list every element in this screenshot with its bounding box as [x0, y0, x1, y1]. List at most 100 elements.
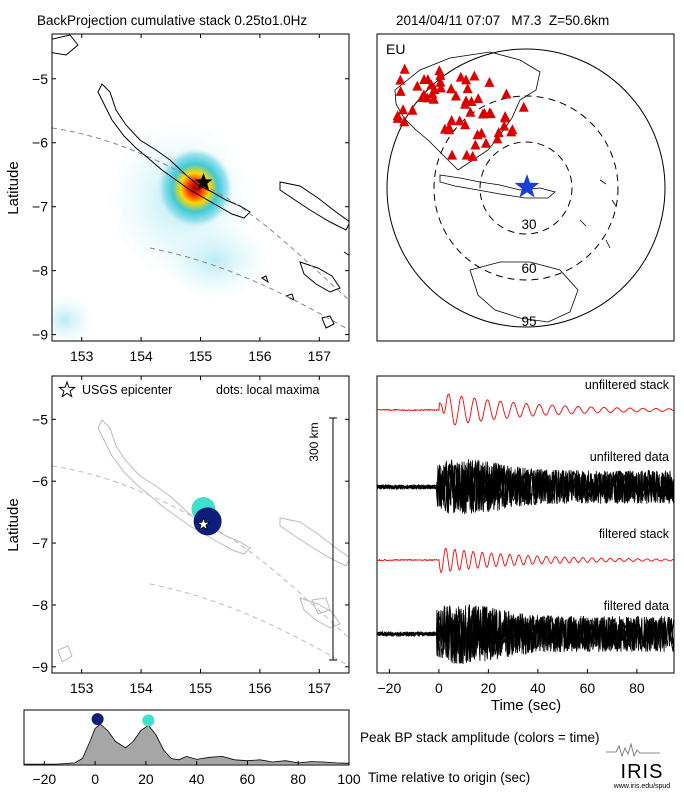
coastline3-isabel	[299, 597, 341, 629]
station-triangle	[461, 149, 472, 160]
peak-caption: Peak BP stack amplitude (colors = time)	[360, 730, 599, 745]
station-triangle	[499, 120, 510, 131]
ring-30	[479, 141, 573, 235]
peak-xtick-label: 0	[91, 771, 99, 787]
map2-xtick-label: 155	[189, 680, 213, 696]
epicenter-star-icon	[196, 516, 211, 531]
peak-xtick-label: 100	[337, 771, 361, 787]
scale-label: 300 km	[307, 422, 321, 461]
coastline-small-islands	[261, 275, 335, 329]
station-triangle	[435, 82, 446, 93]
station-triangle	[476, 127, 487, 138]
map2-xtick-label: 156	[248, 680, 272, 696]
land-islands-east	[579, 179, 617, 249]
station-triangle	[395, 74, 406, 85]
map0-xtick-label: 155	[189, 348, 213, 364]
traces-xlabel: Time (sec)	[491, 697, 561, 714]
traces-xtick-label: −20	[378, 680, 402, 696]
traces-xtick-label: 60	[580, 680, 596, 696]
epicenter-star	[194, 172, 213, 191]
map0-xtick-label: 154	[129, 348, 153, 364]
station-triangle	[399, 116, 410, 127]
coastline3-small	[57, 597, 331, 663]
logo-text: IRIS	[621, 761, 664, 783]
station-triangle	[492, 133, 503, 144]
local-maxima-map: USGS epicenter dots: local maxima 300 km…	[5, 375, 350, 696]
figure-title: BackProjection cumulative stack 0.25to1.…	[37, 13, 307, 28]
map2-xtick-label: 157	[308, 680, 332, 696]
station-triangle	[507, 124, 518, 135]
epicenter-star-icon	[514, 174, 540, 198]
station-map: EU 30 60 95	[376, 33, 675, 342]
station-triangle	[450, 90, 461, 101]
map0-ytick-label: −8	[32, 263, 48, 279]
station-triangle	[501, 88, 512, 99]
peak-amplitude-panel: −20 0 20 40 60 80 100 Peak BP stack amplitude …	[23, 709, 599, 787]
map0-xtick-label: 156	[248, 348, 272, 364]
map2-ytick-label: −6	[32, 473, 48, 489]
station-triangle	[439, 123, 450, 134]
trench3-line	[52, 465, 349, 639]
station-triangle	[484, 107, 495, 118]
traces-xtick-label: 20	[481, 680, 497, 696]
coastline-isabel	[299, 251, 349, 293]
trace-filtered-stack	[377, 547, 674, 573]
local-maximum-dot	[193, 507, 222, 536]
map0-ytick-label: −5	[32, 71, 48, 87]
peak-xtick-label: 20	[138, 771, 154, 787]
logo-seismogram-icon	[606, 742, 660, 758]
station-triangle	[395, 85, 406, 96]
label-filtered-data: filtered data	[604, 599, 669, 613]
epicenter-star-icon	[194, 172, 213, 191]
station-triangle	[427, 88, 438, 99]
globe-epicenter-star	[514, 174, 540, 198]
map2-ytick-label: −8	[32, 597, 48, 613]
legend-epicenter: USGS epicenter	[82, 383, 172, 397]
network-label: EU	[386, 41, 405, 57]
trace-filtered-data	[377, 604, 674, 664]
stations	[392, 63, 529, 161]
station-triangle	[470, 139, 481, 150]
peak-marker	[91, 713, 104, 726]
coastline-new-ireland	[52, 34, 79, 56]
map0-xtick-label: 153	[70, 348, 94, 364]
peak-xtick-label: 80	[290, 771, 306, 787]
peak-amplitude-area	[23, 723, 350, 766]
station-triangle	[462, 83, 473, 94]
peak-xtick-label: 60	[240, 771, 256, 787]
station-triangle	[435, 76, 446, 87]
station-triangle	[461, 74, 472, 85]
map0-xtick-label: 157	[308, 348, 332, 364]
traces-xtick-label: 80	[629, 680, 645, 696]
maxima-epicenter-star	[196, 516, 211, 531]
peak-xtick-label: 40	[189, 771, 205, 787]
legend-dots: dots: local maxima	[216, 383, 320, 397]
peak-frame	[23, 709, 350, 766]
station-triangle	[500, 112, 511, 123]
cumulative-stack-map: 153 154 155 156 157 −5 −6 −7 −8 −9 Latitude	[5, 33, 350, 364]
coastline3-bougainville	[97, 419, 251, 555]
star-outline-icon	[58, 380, 76, 398]
station-triangle	[417, 91, 428, 102]
station-triangle	[465, 106, 476, 117]
station-triangle	[426, 79, 437, 90]
event-info: 2014/04/11 07:07 M7.3 Z=50.6km	[396, 13, 609, 28]
map2-xtick-label: 153	[70, 680, 94, 696]
map0-ytick-label: −7	[32, 199, 48, 215]
peak-xlabel: Time relative to origin (sec)	[368, 770, 530, 785]
map2-ytick-label: −5	[32, 411, 48, 427]
station-triangle	[473, 93, 484, 104]
coastline-bougainville	[97, 83, 251, 219]
station-triangle	[399, 63, 410, 74]
station-triangle	[407, 104, 418, 115]
coastline3-choiseul	[279, 517, 349, 567]
station-triangle	[419, 74, 430, 85]
map0-ytick-label: −9	[32, 327, 48, 343]
station-triangle	[435, 69, 446, 80]
peak-xtick-label: −20	[32, 771, 56, 787]
station-triangle	[392, 112, 403, 123]
station-triangle	[518, 101, 529, 112]
logo-url: www.iris.edu/spud	[613, 783, 671, 790]
peak-marker	[142, 714, 155, 727]
